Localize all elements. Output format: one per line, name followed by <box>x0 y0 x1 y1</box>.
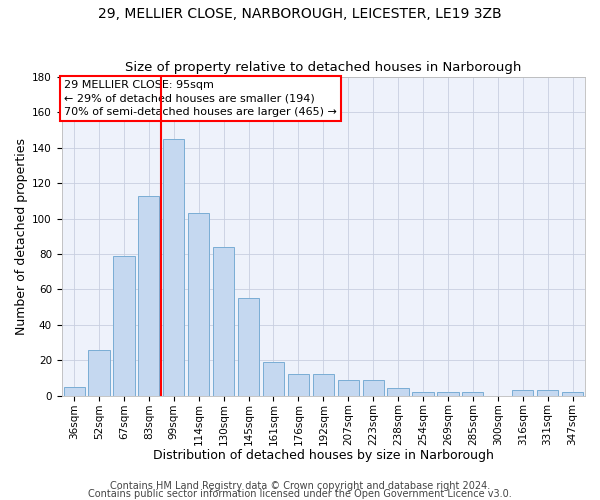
Text: 29 MELLIER CLOSE: 95sqm
← 29% of detached houses are smaller (194)
70% of semi-d: 29 MELLIER CLOSE: 95sqm ← 29% of detache… <box>64 80 337 116</box>
Bar <box>338 380 359 396</box>
Text: 29, MELLIER CLOSE, NARBOROUGH, LEICESTER, LE19 3ZB: 29, MELLIER CLOSE, NARBOROUGH, LEICESTER… <box>98 8 502 22</box>
Bar <box>163 139 184 396</box>
Bar <box>362 380 384 396</box>
X-axis label: Distribution of detached houses by size in Narborough: Distribution of detached houses by size … <box>153 450 494 462</box>
Text: Contains public sector information licensed under the Open Government Licence v3: Contains public sector information licen… <box>88 489 512 499</box>
Bar <box>412 392 434 396</box>
Bar <box>288 374 309 396</box>
Bar <box>138 196 160 396</box>
Title: Size of property relative to detached houses in Narborough: Size of property relative to detached ho… <box>125 62 521 74</box>
Bar <box>213 247 234 396</box>
Bar <box>188 214 209 396</box>
Bar <box>313 374 334 396</box>
Bar <box>512 390 533 396</box>
Bar <box>437 392 458 396</box>
Bar <box>64 386 85 396</box>
Text: Contains HM Land Registry data © Crown copyright and database right 2024.: Contains HM Land Registry data © Crown c… <box>110 481 490 491</box>
Bar <box>238 298 259 396</box>
Bar <box>88 350 110 396</box>
Bar <box>562 392 583 396</box>
Bar <box>113 256 134 396</box>
Bar <box>263 362 284 396</box>
Y-axis label: Number of detached properties: Number of detached properties <box>15 138 28 335</box>
Bar <box>537 390 558 396</box>
Bar <box>388 388 409 396</box>
Bar <box>462 392 484 396</box>
